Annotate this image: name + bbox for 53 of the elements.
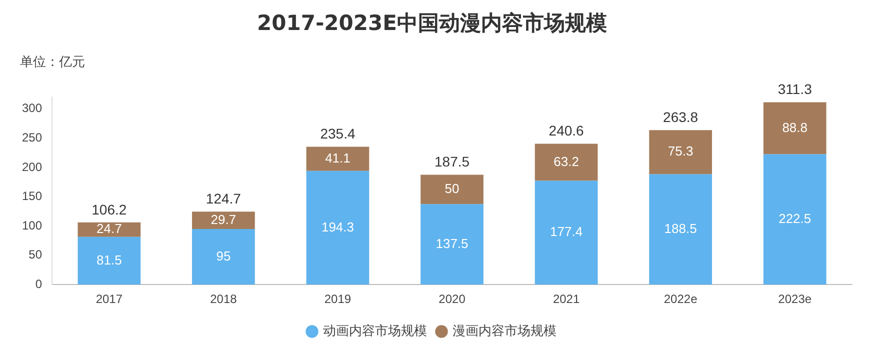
data-label: 95: [216, 248, 231, 264]
x-tick-label: 2022e: [664, 292, 698, 306]
data-label: 24.7: [96, 221, 122, 236]
legend-label: 漫画内容市场规模: [452, 322, 556, 339]
bar: [306, 146, 370, 171]
total-label: 311.3: [778, 81, 812, 98]
y-tick-label: 200: [22, 160, 42, 174]
y-tick-label: 100: [22, 218, 42, 232]
data-label: 63.2: [554, 154, 579, 169]
bar: [534, 180, 598, 285]
data-label: 81.5: [96, 252, 122, 268]
total-label: 263.8: [663, 108, 698, 125]
data-label: 75.3: [668, 144, 694, 159]
y-tick-label: 0: [35, 276, 42, 291]
x-tick-label: 2023e: [778, 292, 812, 306]
bar: [420, 204, 484, 285]
y-tick-label: 50: [28, 248, 42, 262]
x-tick-label: 2021: [552, 292, 580, 306]
bar: [649, 174, 712, 285]
bar: [763, 102, 826, 154]
total-label: 235.4: [320, 126, 356, 142]
data-label: 41.1: [325, 150, 350, 166]
y-tick-label: 300: [22, 101, 42, 116]
bar: [306, 170, 370, 285]
bar: [78, 222, 141, 237]
bar: [420, 174, 484, 204]
data-label: 50: [444, 181, 460, 196]
data-label: 194.3: [321, 219, 354, 234]
bar: [78, 236, 141, 285]
total-label: 240.6: [548, 122, 584, 139]
data-label: 137.5: [436, 236, 468, 251]
x-tick-label: 2020: [438, 292, 466, 306]
data-label: 88.8: [782, 120, 808, 135]
total-label: 106.2: [92, 201, 127, 218]
bar: [192, 228, 255, 285]
y-tick-label: 150: [22, 189, 42, 204]
y-tick-label: 250: [22, 130, 42, 145]
x-tick-label: 2019: [324, 292, 352, 306]
x-tick-label: 2018: [210, 292, 238, 306]
chart-title: 2017-2023E中国动漫内容市场规模: [257, 11, 607, 36]
bar: [534, 144, 598, 181]
data-label: 188.5: [664, 220, 697, 236]
data-label: 222.5: [778, 211, 812, 226]
legend-label: 动画内容市场规模: [323, 322, 427, 339]
total-label: 187.5: [434, 154, 470, 170]
total-label: 124.7: [206, 190, 242, 206]
data-label: 29.7: [210, 212, 236, 227]
x-tick-label: 2017: [96, 292, 123, 306]
bar: [192, 212, 255, 229]
data-label: 177.4: [550, 224, 583, 240]
bar: [763, 154, 826, 285]
text: 单位：亿元: [20, 54, 85, 70]
bar: [649, 130, 712, 174]
